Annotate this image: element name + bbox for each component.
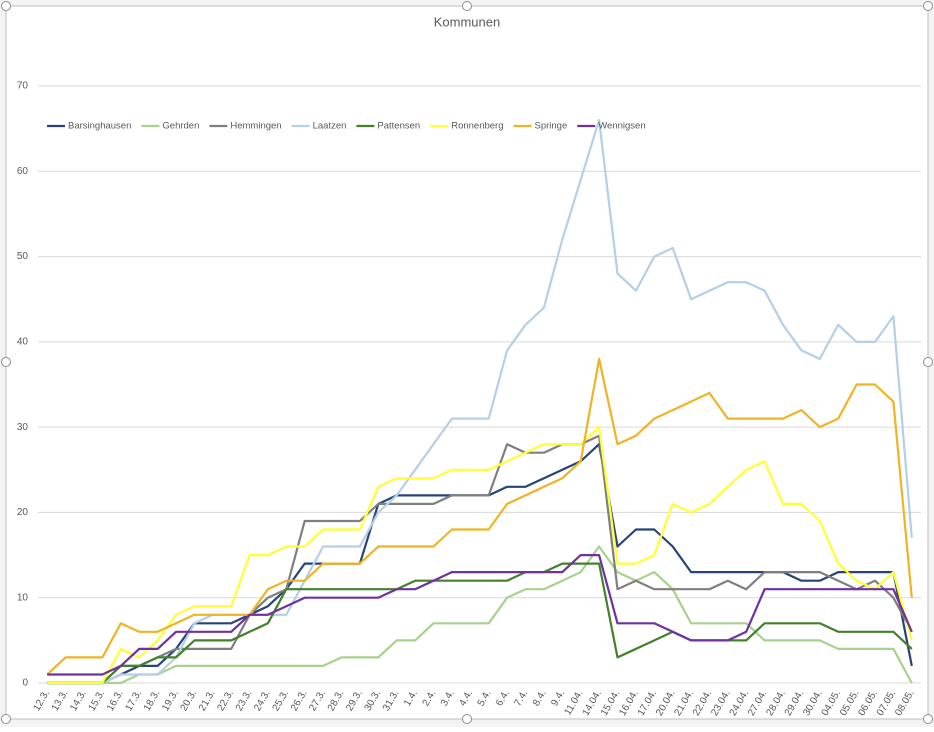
- legend-item: Ronnenberg: [430, 121, 504, 132]
- series-line: [47, 426, 913, 685]
- legend-label: Hemmingen: [230, 121, 281, 132]
- y-tick-label: 40: [17, 336, 29, 347]
- y-tick-label: 50: [17, 251, 29, 262]
- legend-item: Hemmingen: [209, 121, 282, 132]
- legend-item: Pattensen: [356, 121, 420, 132]
- legend-label: Barsinghausen: [68, 121, 131, 132]
- y-tick-label: 20: [17, 507, 29, 518]
- handle[interactable]: [923, 714, 933, 724]
- handle[interactable]: [923, 1, 933, 11]
- handle[interactable]: [923, 357, 933, 367]
- handle[interactable]: [1, 357, 11, 367]
- y-tick-label: 30: [17, 422, 29, 433]
- legend-item: Springe: [513, 121, 568, 132]
- y-tick-label: 70: [17, 81, 29, 92]
- legend-label: Laatzen: [313, 121, 347, 132]
- legend-item: Barsinghausen: [47, 121, 131, 132]
- series-line: [47, 554, 913, 676]
- series-line: [47, 119, 913, 685]
- series-line: [47, 434, 913, 685]
- series-line: [46, 357, 913, 676]
- legend-label: Wennigsen: [598, 121, 645, 132]
- handle[interactable]: [1, 1, 11, 11]
- legend-label: Springe: [535, 121, 568, 132]
- y-tick-label: 10: [17, 592, 29, 603]
- handle[interactable]: [1, 714, 11, 724]
- legend-label: Ronnenberg: [451, 121, 503, 132]
- legend-item: Laatzen: [291, 121, 347, 132]
- y-tick-label: 0: [22, 678, 28, 689]
- handle[interactable]: [462, 1, 472, 11]
- legend-label: Gehrden: [162, 121, 199, 132]
- legend-item: Gehrden: [141, 121, 199, 132]
- series-line: [47, 562, 913, 685]
- legend-label: Pattensen: [377, 121, 420, 132]
- chart-title: Kommunen: [434, 14, 500, 29]
- handle[interactable]: [462, 714, 472, 724]
- chart-area[interactable]: [5, 5, 929, 720]
- legend-item: Wennigsen: [577, 121, 646, 132]
- y-tick-label: 60: [17, 166, 29, 177]
- series-line: [47, 545, 913, 685]
